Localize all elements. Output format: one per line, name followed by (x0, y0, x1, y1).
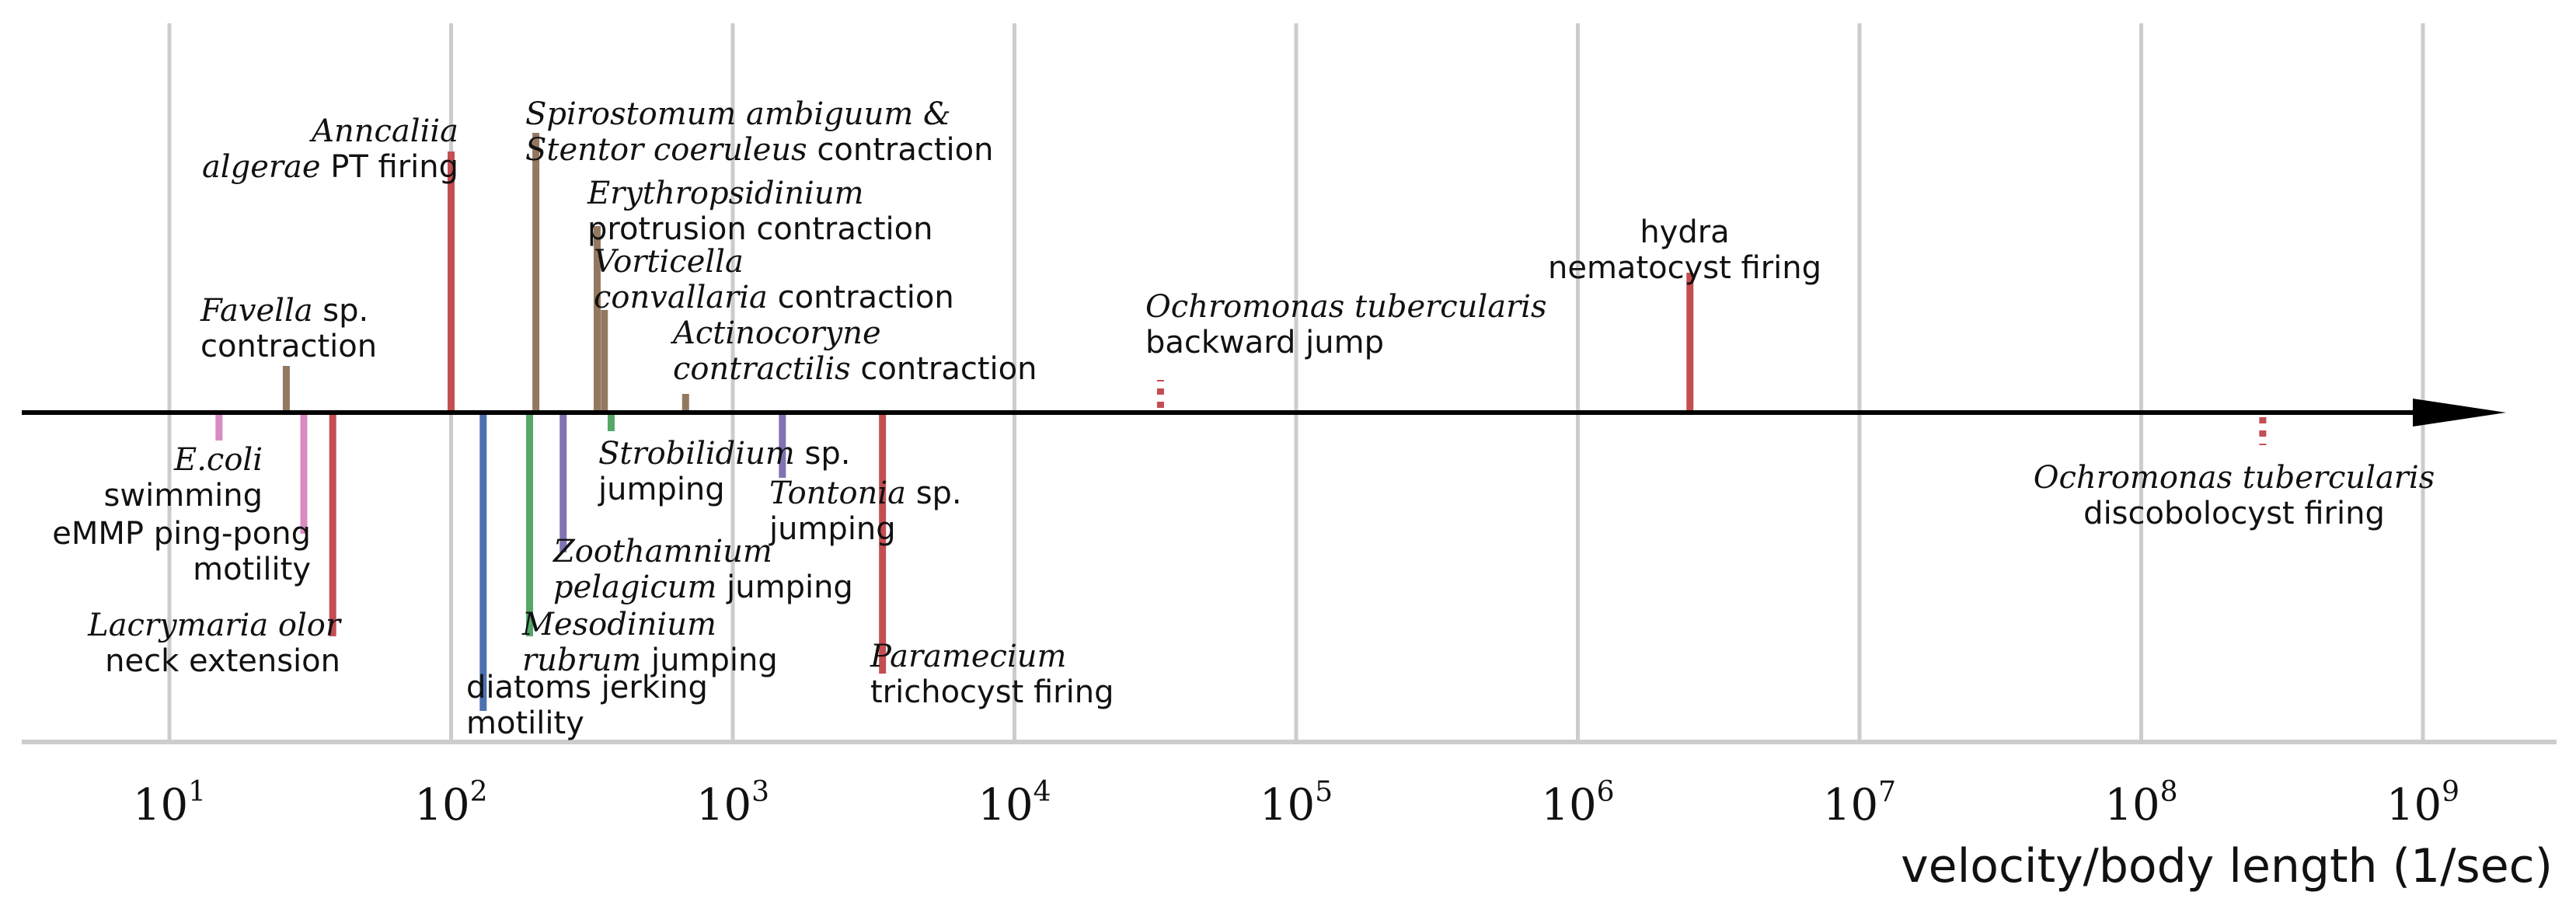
event-label-line: Lacrymaria olor (87, 608, 343, 643)
x-tick-label-5: 106 (1541, 776, 1614, 831)
event-bars (215, 133, 2267, 711)
x-tick-label-0: 101 (133, 776, 206, 831)
event-label-line: eMMP ping-pong (52, 516, 311, 552)
x-tick-label-1: 102 (414, 776, 487, 831)
event-label-line: algerae PT firing (202, 149, 458, 185)
event-label-line: Favella sp. (200, 293, 368, 329)
event-label-line: E.coli (173, 442, 263, 478)
event-label-line: rubrum jumping (522, 643, 778, 678)
event-label-line: protrusion contraction (587, 211, 932, 247)
event-label-line: discobolocyst firing (2083, 496, 2385, 531)
event-label-tontonia: Tontonia sp.jumping (769, 475, 962, 547)
event-label-line: Ochromonas tubercularis (1145, 289, 1547, 325)
event-label-line: Zoothamnium (552, 534, 772, 569)
x-tick-label-4: 105 (1260, 776, 1333, 831)
event-label-line: Actinocoryne (670, 315, 881, 351)
event-label-favella: Favella sp.contraction (200, 293, 377, 364)
x-tick-label-8: 109 (2386, 776, 2459, 831)
event-label-line: convallaria contraction (594, 280, 954, 315)
event-label-line: hydra (1640, 214, 1729, 250)
event-label-line: Mesodinium (521, 607, 716, 643)
event-label-line: neck extension (105, 643, 340, 679)
event-label-line: Strobilidium sp. (598, 436, 850, 472)
x-axis-title: velocity/body length (1/sec) (1901, 839, 2553, 893)
event-label-line: contraction (200, 329, 377, 364)
event-label-line: swimming (104, 478, 263, 514)
event-label-line: backward jump (1145, 325, 1384, 360)
event-label-spirostomum: Spirostomum ambiguum &Stentor coeruleus … (525, 96, 994, 168)
event-label-line: Stentor coeruleus contraction (525, 132, 994, 168)
x-tick-label-2: 103 (696, 776, 769, 831)
event-label-line: Erythropsidinium (587, 176, 864, 211)
event-label-line: Tontonia sp. (769, 475, 962, 511)
event-label-line: trichocyst firing (870, 674, 1114, 710)
gridlines (22, 23, 2557, 744)
event-label-line: diatoms jerking (466, 670, 708, 705)
timeline-axis (22, 399, 2506, 427)
x-tick-label-6: 107 (1823, 776, 1896, 831)
event-label-line: nematocyst firing (1548, 250, 1821, 286)
x-tick-label-7: 108 (2104, 776, 2177, 831)
timeline-arrowhead (2413, 399, 2506, 427)
event-label-strobilidium: Strobilidium sp.jumping (598, 436, 850, 507)
x-tick-label-3: 104 (978, 776, 1051, 831)
event-label-line: Vorticella (594, 244, 744, 280)
x-tick-labels: 101 102 103 104 105 106 107 108 109 (133, 776, 2459, 831)
event-label-line: Ochromonas tubercularis (2034, 460, 2435, 496)
event-label-line: motility (466, 705, 584, 741)
event-label-line: pelagicum jumping (553, 569, 853, 605)
event-label-line: Spirostomum ambiguum & (525, 96, 951, 132)
event-label-line: jumping (769, 511, 896, 547)
event-label-line: contractilis contraction (673, 351, 1037, 387)
event-label-line: Anncaliia (308, 113, 458, 149)
event-label-line: jumping (598, 472, 725, 507)
event-label-line: motility (193, 552, 311, 587)
event-label-line: Paramecium (870, 639, 1066, 674)
